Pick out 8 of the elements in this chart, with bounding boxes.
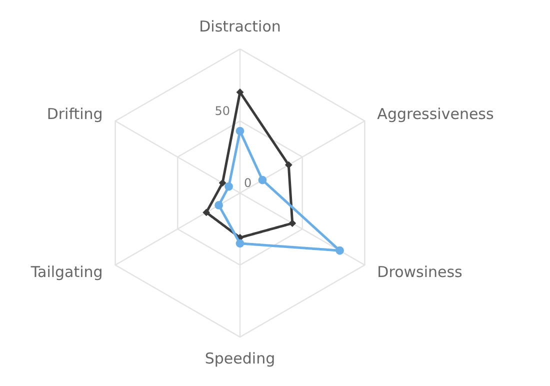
spoke-label: Drowsiness <box>377 263 463 282</box>
spoke-label: Speeding <box>204 349 276 368</box>
spoke-label: Drifting <box>46 104 103 123</box>
spoke-label: Distraction <box>199 18 281 36</box>
y-tick-label: 50 <box>214 104 230 118</box>
spoke-label: Aggressiveness <box>377 104 494 123</box>
spoke-label: Tailgating <box>30 263 103 282</box>
y-tick-label: 0 <box>244 176 252 190</box>
